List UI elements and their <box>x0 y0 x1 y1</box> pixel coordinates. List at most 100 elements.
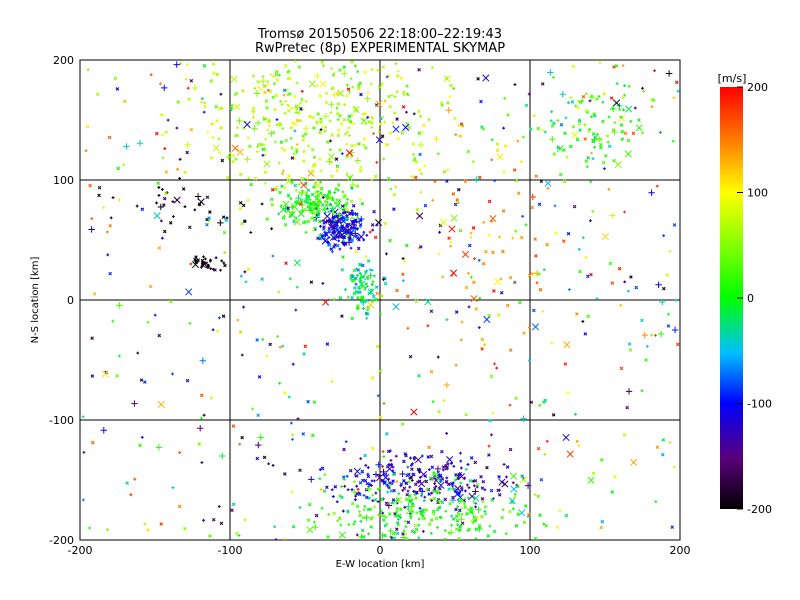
data-point <box>197 442 201 446</box>
data-point <box>388 104 393 109</box>
data-point <box>511 481 515 485</box>
data-point <box>512 507 515 511</box>
data-point <box>527 273 532 278</box>
data-point <box>392 303 400 311</box>
data-point <box>419 114 422 118</box>
data-point <box>353 143 357 147</box>
data-point <box>385 502 393 509</box>
data-point <box>513 83 517 86</box>
data-point <box>287 395 291 399</box>
data-point <box>122 99 127 104</box>
data-point <box>291 210 294 214</box>
data-point <box>211 328 215 332</box>
data-point <box>671 139 675 143</box>
data-point <box>274 538 278 540</box>
data-point <box>136 139 144 147</box>
data-point <box>304 197 308 201</box>
data-point <box>477 523 482 528</box>
data-point <box>577 247 581 251</box>
data-point <box>577 119 582 124</box>
data-point <box>116 302 123 309</box>
data-point <box>268 130 275 137</box>
data-point <box>336 211 343 218</box>
data-point <box>438 230 441 234</box>
data-point <box>446 455 454 464</box>
data-point <box>315 84 319 87</box>
data-point <box>489 374 494 379</box>
data-point <box>253 90 261 97</box>
colorbar-label: [m/s] <box>718 72 747 85</box>
data-point <box>336 89 345 97</box>
data-point <box>281 169 285 173</box>
data-point <box>408 494 412 498</box>
data-point <box>444 480 448 484</box>
data-point <box>449 83 453 88</box>
data-point <box>408 485 412 489</box>
data-point <box>173 196 181 204</box>
data-point <box>162 196 167 201</box>
data-point <box>483 343 487 347</box>
data-point <box>297 210 305 218</box>
data-point <box>313 181 318 186</box>
data-point <box>454 484 462 493</box>
data-point <box>340 268 345 272</box>
data-point <box>336 133 341 138</box>
data-point <box>162 229 167 234</box>
data-point <box>401 105 406 109</box>
data-point <box>204 261 209 266</box>
data-point <box>520 415 527 423</box>
data-point <box>418 480 426 488</box>
data-point <box>247 176 251 180</box>
data-point <box>363 453 368 458</box>
data-point <box>353 64 357 68</box>
data-point <box>613 474 617 479</box>
data-point <box>418 470 421 474</box>
data-point <box>407 125 411 130</box>
data-point <box>505 303 510 308</box>
data-point <box>326 240 330 244</box>
data-point <box>363 505 367 508</box>
data-point <box>282 148 287 152</box>
data-point <box>402 90 406 95</box>
data-point <box>271 254 275 258</box>
data-point <box>396 136 401 141</box>
data-point <box>237 534 241 537</box>
data-point <box>352 211 357 216</box>
data-point <box>675 342 680 347</box>
data-point <box>584 159 589 163</box>
data-point <box>623 210 626 214</box>
data-point <box>452 464 456 468</box>
data-point <box>375 461 382 468</box>
data-point <box>306 144 310 148</box>
data-point <box>574 412 577 416</box>
data-point <box>308 80 316 88</box>
data-point <box>562 433 570 442</box>
data-point <box>294 188 298 192</box>
data-point <box>392 472 396 477</box>
data-point <box>510 472 518 480</box>
data-point <box>443 537 448 540</box>
data-point <box>595 97 599 101</box>
data-point <box>284 261 288 265</box>
data-point <box>465 483 469 487</box>
data-point <box>293 218 301 226</box>
data-point <box>495 142 500 147</box>
data-point <box>468 492 476 500</box>
data-point <box>334 187 338 191</box>
data-point <box>422 123 426 128</box>
colorbar-tick-label: 0 <box>747 292 754 305</box>
data-point <box>429 518 434 522</box>
data-point <box>508 509 512 514</box>
data-point <box>475 482 480 487</box>
data-point <box>527 326 531 329</box>
data-point <box>556 119 560 122</box>
data-point <box>367 532 370 536</box>
data-point <box>312 126 316 130</box>
data-point <box>324 203 329 208</box>
data-point <box>480 514 484 519</box>
data-point <box>393 514 398 518</box>
data-point <box>160 133 164 137</box>
data-point <box>342 478 346 481</box>
data-point <box>334 157 339 161</box>
data-point <box>277 161 281 165</box>
